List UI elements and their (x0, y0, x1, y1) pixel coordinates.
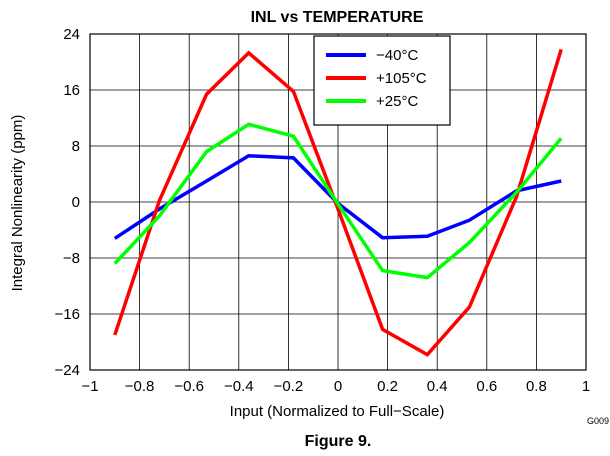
x-tick-label: 1 (582, 378, 590, 395)
x-tick-label: 0.8 (526, 378, 547, 395)
series-line (113, 48, 563, 357)
x-tick-label: 0 (334, 378, 342, 395)
y-tick-label: −8 (63, 250, 80, 267)
y-tick-labels: −24 −16 −8 0 8 16 24 (55, 26, 80, 379)
y-axis-label: Integral Nonlinearity (ppm) (9, 115, 26, 292)
series-layer (113, 48, 563, 357)
x-tick-label: −1 (81, 378, 98, 395)
y-tick-label: −24 (55, 362, 80, 379)
y-tick-label: 24 (63, 26, 80, 43)
y-tick-label: 0 (72, 194, 80, 211)
y-tick-label: −16 (55, 306, 80, 323)
legend-label: +105°C (376, 70, 427, 87)
y-tick-label: 16 (63, 82, 80, 99)
plot-frame (89, 33, 587, 371)
x-tick-label: −0.4 (224, 378, 254, 395)
x-tick-label: 0.6 (476, 378, 497, 395)
x-tick-label: −0.2 (274, 378, 304, 395)
chart-title: INL vs TEMPERATURE (251, 9, 424, 26)
x-axis-label: Input (Normalized to Full−Scale) (230, 403, 445, 420)
y-tick-label: 8 (72, 138, 80, 155)
x-tick-label: −0.8 (125, 378, 155, 395)
legend-box (313, 35, 451, 126)
x-tick-label: −0.6 (174, 378, 204, 395)
legend-label: −40°C (376, 47, 418, 64)
graph-id-label: G009 (587, 416, 609, 426)
x-tick-labels: −1 −0.8 −0.6 −0.4 −0.2 0 0.2 0.4 0.6 0.8 1 (81, 378, 590, 395)
series-line (113, 122, 563, 280)
figure-caption: Figure 9. (305, 433, 372, 450)
x-tick-label: 0.4 (427, 378, 448, 395)
x-tick-label: 0.2 (377, 378, 398, 395)
legend-label: +25°C (376, 93, 418, 110)
legend: −40°C +105°C +25°C (313, 35, 451, 126)
